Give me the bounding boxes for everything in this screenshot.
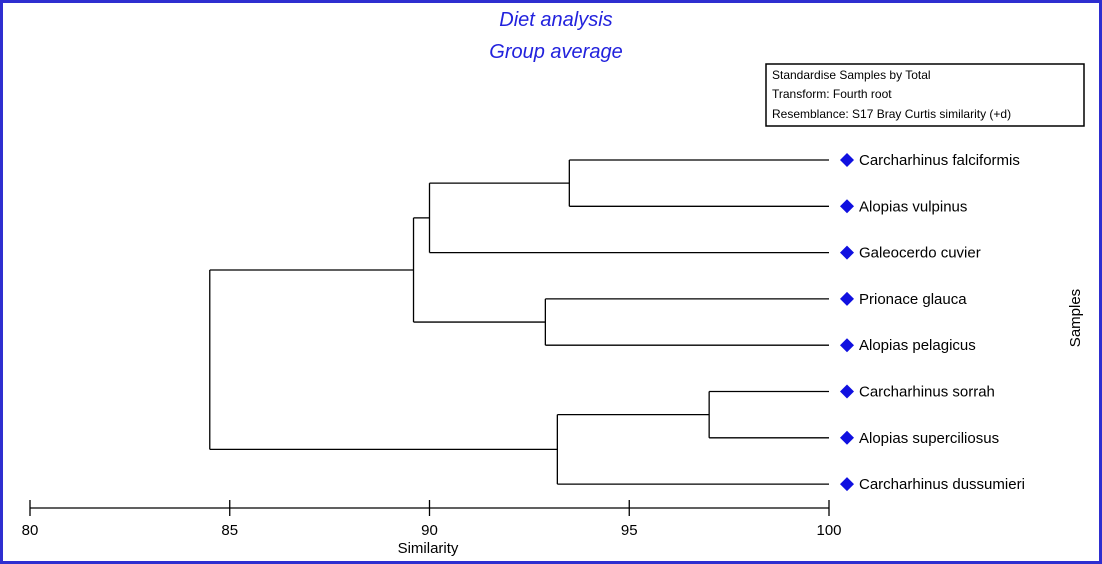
leaf-marker-diamond [840, 477, 854, 492]
dendrogram-branches [209, 159, 829, 485]
x-axis: 80 85 90 95 100 [22, 500, 842, 539]
leaf-label: Galeocerdo cuvier [859, 245, 981, 262]
x-tick-label: 85 [221, 522, 238, 539]
leaf-label: Prionace glauca [859, 291, 967, 308]
chart-subtitle: Group average [489, 41, 622, 63]
leaf-label: Carcharhinus sorrah [859, 384, 995, 401]
x-axis-label: Similarity [398, 540, 459, 557]
x-tick-label: 90 [421, 522, 438, 539]
note-standardise: Standardise Samples by Total [772, 68, 931, 82]
leaf-marker-diamond [840, 430, 854, 445]
y-axis-label: Samples [1067, 289, 1084, 347]
notes-box: Standardise Samples by Total Transform: … [765, 63, 1085, 127]
leaf-label: Alopias vulpinus [859, 198, 967, 215]
leaf-label: Alopias superciliosus [859, 430, 999, 447]
leaf-label: Carcharhinus falciformis [859, 152, 1020, 169]
note-resemblance: Resemblance: S17 Bray Curtis similarity … [772, 107, 1011, 121]
leaf-marker-diamond [840, 153, 854, 167]
leaf-marker-diamond [840, 384, 854, 399]
leaf-marker-diamond [840, 291, 854, 306]
note-transform: Transform: Fourth root [772, 87, 892, 101]
leaf-label: Alopias pelagicus [859, 337, 976, 354]
leaf-marker-diamond [840, 199, 854, 214]
leaf-marker-diamond [840, 338, 854, 353]
notes-box-border [765, 63, 1085, 127]
x-tick-label: 80 [22, 522, 39, 539]
leaf-label: Carcharhinus dussumieri [859, 476, 1025, 493]
leaf-labels: Carcharhinus falciformis Alopias vulpinus… [840, 152, 1025, 493]
chart-title: Diet analysis [499, 9, 612, 31]
x-tick-label: 100 [816, 522, 841, 539]
leaf-marker-diamond [840, 245, 854, 260]
x-tick-label: 95 [621, 522, 638, 539]
